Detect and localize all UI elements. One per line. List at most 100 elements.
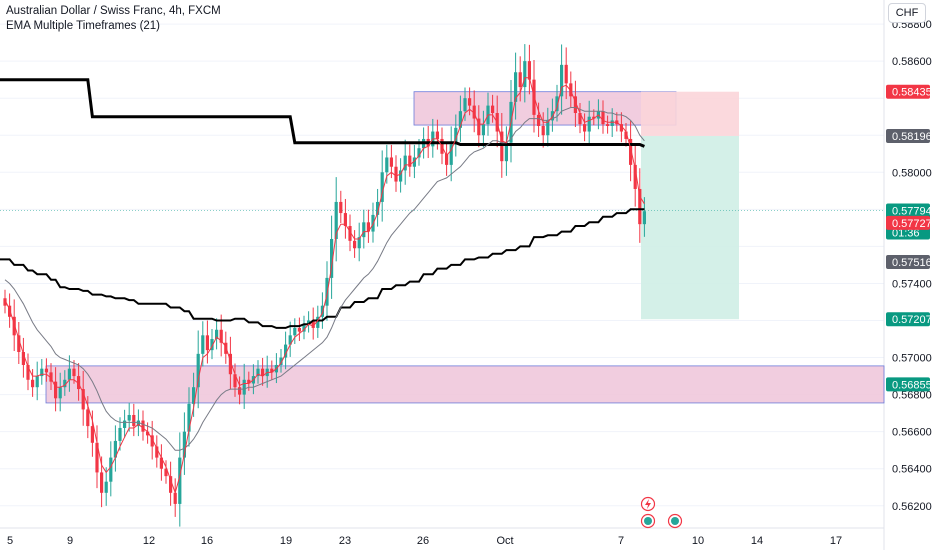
candle-body	[104, 481, 108, 493]
take-profit-area	[641, 135, 739, 320]
candle-body	[481, 124, 485, 136]
time-tick-label: 10	[692, 535, 704, 547]
candle-body	[560, 64, 564, 97]
candle-body	[357, 237, 361, 249]
price-axis[interactable]: 0.588000.586000.580000.574000.570000.568…	[892, 19, 932, 513]
time-tick-label: 12	[143, 535, 155, 547]
candle-body	[150, 435, 154, 447]
candle-body	[307, 320, 311, 325]
candle-body	[233, 374, 237, 388]
candle-body	[288, 335, 292, 345]
zones	[45, 91, 885, 404]
demand-zone	[45, 365, 885, 404]
candle-body	[606, 124, 610, 126]
candle-body	[394, 166, 398, 182]
candle-body	[132, 414, 136, 427]
candle-body	[155, 446, 159, 458]
price-tick-label: 0.56600	[892, 427, 932, 439]
price-tick-label: 0.57400	[892, 278, 932, 290]
badge-label: 01:36	[892, 227, 920, 239]
event-markers[interactable]	[640, 496, 683, 529]
candle-body	[12, 316, 16, 336]
candle-body	[491, 105, 495, 114]
candle-body	[141, 420, 145, 432]
candle-body	[81, 389, 85, 410]
candle-body	[17, 335, 21, 352]
candle-body	[67, 368, 71, 380]
candle-body	[201, 335, 205, 354]
candle-body	[302, 324, 306, 332]
candle-body	[472, 105, 476, 119]
candle-body	[86, 409, 90, 427]
price-tick-label: 0.56200	[892, 501, 932, 513]
candle-body	[564, 64, 568, 84]
price-badge	[886, 128, 930, 143]
candle-body	[297, 327, 301, 332]
candle-body	[380, 172, 384, 202]
ema-fast-line	[4, 77, 645, 495]
badge-label: 0.58196	[892, 131, 932, 143]
candle-body	[316, 316, 320, 328]
ema-lines	[0, 77, 645, 495]
price-tick-label: 0.58000	[892, 167, 932, 179]
grid	[0, 0, 885, 550]
time-tick-label: Oct	[496, 535, 513, 547]
price-badge	[886, 377, 930, 392]
candle-body	[192, 387, 196, 404]
price-tick-label: 0.57000	[892, 353, 932, 365]
candle-body	[629, 138, 633, 165]
candle-body	[242, 379, 246, 395]
candle-body	[3, 298, 7, 306]
candle-body	[642, 211, 646, 225]
candle-body	[311, 320, 315, 328]
candle-body	[118, 427, 122, 441]
candle-body	[334, 201, 338, 239]
candle-body	[136, 420, 140, 427]
badge-label: 0.58435	[892, 87, 932, 99]
candle-body	[417, 148, 421, 158]
candle-body	[215, 329, 219, 340]
candle-body	[399, 170, 403, 182]
candle-body	[366, 222, 370, 232]
candle-body	[339, 201, 343, 214]
time-tick-label: 26	[417, 535, 429, 547]
time-axis[interactable]: 5 9 12 16 19 23 26 Oct 7 10 14 17	[7, 535, 842, 547]
candle-body	[376, 201, 380, 215]
ema-slow-line	[4, 107, 645, 451]
candle-body	[445, 153, 449, 165]
higher-tf-ema-lower	[0, 208, 645, 329]
candle-body	[54, 381, 58, 399]
candle-body	[127, 414, 131, 421]
price-badge	[886, 215, 930, 230]
candle-body	[601, 111, 605, 125]
candle-body	[100, 472, 104, 493]
candle-body	[578, 113, 582, 125]
price-badges: 0.584350.581960.57794+1.59%01:360.577270…	[886, 84, 932, 392]
candle-body	[31, 379, 35, 388]
currency-button[interactable]: CHF	[888, 3, 926, 23]
candle-body	[90, 426, 94, 443]
chart-legend: Australian Dollar / Swiss Franc, 4h, FXC…	[6, 4, 221, 34]
indicator-name[interactable]: EMA Multiple Timeframes (21)	[6, 20, 161, 32]
symbol-title[interactable]: Australian Dollar / Swiss Franc, 4h, FXC…	[6, 5, 221, 17]
price-tick-label: 0.58600	[892, 56, 932, 68]
candle-body	[546, 120, 550, 136]
candle-body	[261, 368, 265, 377]
candle-body	[279, 357, 283, 365]
candle-body	[610, 120, 614, 126]
candle-body	[504, 142, 508, 162]
candle-body	[58, 387, 62, 399]
candle-body	[72, 368, 76, 377]
time-tick-label: 7	[618, 535, 624, 547]
flag-event-inner	[671, 517, 679, 525]
candle-body	[412, 157, 416, 167]
candle-body	[463, 98, 467, 112]
candle-body	[238, 387, 242, 395]
badge-label: 0.56855	[892, 379, 932, 391]
candle-body	[49, 372, 53, 382]
candle-body	[159, 457, 163, 469]
price-tick-label: 0.56800	[892, 390, 932, 402]
short-position-tool[interactable]	[0, 91, 884, 320]
candle-body	[123, 420, 127, 428]
